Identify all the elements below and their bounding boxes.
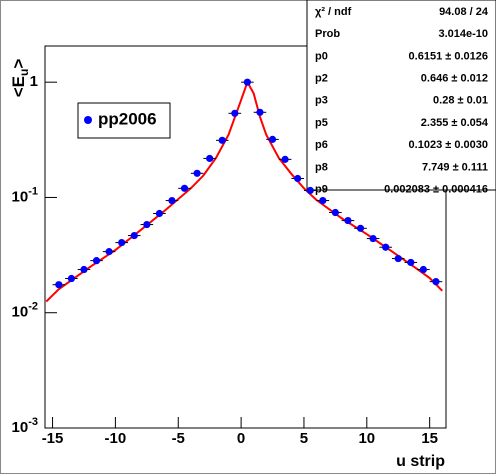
stat-label: p0 xyxy=(315,50,328,62)
y-tick-base: 10 xyxy=(12,188,29,205)
data-point xyxy=(231,109,239,117)
data-point xyxy=(168,196,176,205)
data-point xyxy=(105,248,113,256)
data-point xyxy=(281,155,289,163)
x-tick-label: 10 xyxy=(358,430,375,447)
data-point xyxy=(130,231,138,240)
stat-value: 0.1023 ± 0.0030 xyxy=(409,139,488,151)
data-point xyxy=(143,220,151,229)
x-tick-label: -5 xyxy=(172,430,185,447)
stat-value: 3.014e-10 xyxy=(438,28,488,40)
stat-label: p9 xyxy=(315,184,328,196)
legend-marker xyxy=(84,116,92,124)
legend-label: pp2006 xyxy=(98,109,157,128)
stat-value: 0.646 ± 0.012 xyxy=(421,73,488,85)
data-point xyxy=(193,169,201,177)
stat-value: 0.6151 ± 0.0126 xyxy=(409,50,488,62)
data-point xyxy=(243,78,251,86)
data-point xyxy=(67,274,75,283)
y-tick-label: 10-1 xyxy=(12,185,38,205)
data-point xyxy=(268,135,277,143)
data-point xyxy=(344,216,352,225)
x-tick-label: -10 xyxy=(105,430,127,447)
data-point xyxy=(306,186,314,195)
data-point xyxy=(356,224,365,232)
y-tick-label: 10-2 xyxy=(12,301,38,321)
y-tick-base: 10 xyxy=(12,304,29,321)
stat-value: 0.28 ± 0.01 xyxy=(433,95,488,107)
x-axis-label: u strip xyxy=(396,453,445,470)
y-axis-label: <Eu> xyxy=(9,59,31,98)
data-point xyxy=(55,281,63,289)
stat-label: p5 xyxy=(315,117,328,129)
stat-label: p2 xyxy=(315,73,328,85)
data-point xyxy=(218,136,226,144)
stat-label: Prob xyxy=(315,28,340,40)
data-point xyxy=(118,238,126,247)
y-tick-exponent: -2 xyxy=(28,301,38,313)
data-point xyxy=(331,208,339,217)
x-tick-label: 0 xyxy=(237,430,245,447)
data-point xyxy=(180,184,189,192)
x-tick-label: 5 xyxy=(300,430,308,447)
data-point xyxy=(319,196,327,205)
y-tick-label: 10-3 xyxy=(12,416,38,436)
data-point xyxy=(92,257,101,265)
x-tick-label: -15 xyxy=(42,430,64,447)
data-point xyxy=(80,265,88,274)
data-point xyxy=(256,108,264,116)
data-point xyxy=(432,278,440,286)
stat-label: p8 xyxy=(315,161,328,173)
stat-value: 2.355 ± 0.054 xyxy=(421,117,489,129)
data-point xyxy=(407,258,415,267)
stats-box xyxy=(306,0,496,191)
data-point xyxy=(206,154,214,163)
data-point xyxy=(155,209,163,218)
y-tick-label: 1 xyxy=(30,73,38,90)
y-tick-exponent: -1 xyxy=(28,185,38,197)
data-point xyxy=(382,243,390,251)
fit-line xyxy=(45,79,443,303)
stat-label: χ² / ndf xyxy=(315,6,352,18)
stat-label: p3 xyxy=(315,95,328,107)
stat-value: 94.08 / 24 xyxy=(439,6,489,18)
data-point xyxy=(419,265,427,274)
data-point xyxy=(369,234,377,243)
x-tick-label: 15 xyxy=(421,430,438,447)
stat-value: 0.002083 ± 0.000416 xyxy=(384,184,488,196)
legend xyxy=(77,102,171,139)
y-tick-exponent: -3 xyxy=(28,416,38,428)
stat-label: p6 xyxy=(315,139,328,151)
data-point xyxy=(294,174,302,183)
data-point xyxy=(394,254,402,263)
y-tick-base: 10 xyxy=(12,419,29,436)
stat-value: 7.749 ± 0.111 xyxy=(422,161,488,173)
